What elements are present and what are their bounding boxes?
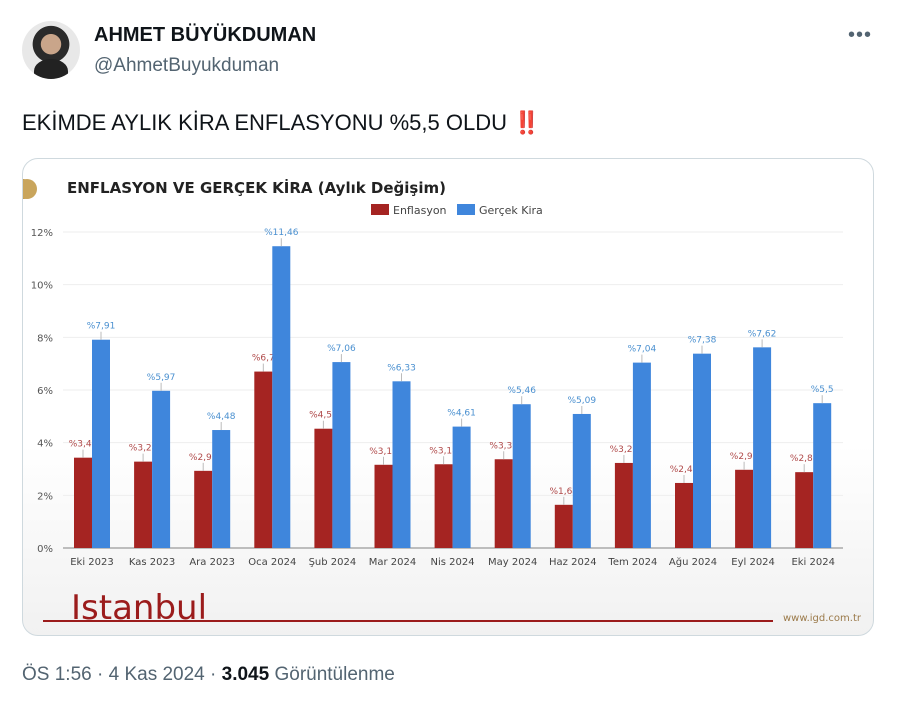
tweet-time[interactable]: ÖS 1:56 <box>22 664 92 685</box>
data-label: %2,88 <box>790 454 819 464</box>
data-label: %5,5 <box>811 385 834 395</box>
legend-label: Enflasyon <box>393 204 447 217</box>
data-label: %3,43 <box>69 440 98 450</box>
data-label: %4,61 <box>447 409 476 419</box>
chart: ENFLASYON VE GERÇEK KİRA (Aylık Değişim)… <box>23 178 862 628</box>
x-tick-label: Eki 2024 <box>791 557 835 568</box>
data-label: %2,97 <box>730 452 759 462</box>
x-tick-label: Kas 2023 <box>129 557 175 568</box>
bar-gercek-kira <box>572 413 591 548</box>
data-label: %7,04 <box>628 345 657 355</box>
data-label: %4,48 <box>207 412 236 422</box>
bar-gercek-kira <box>632 362 651 548</box>
data-label: %5,09 <box>568 396 597 406</box>
data-label: %3,23 <box>610 445 639 455</box>
author-handle[interactable]: @AhmetBuyukduman <box>94 55 280 76</box>
bar-enflasyon <box>494 459 513 548</box>
x-tick-label: Haz 2024 <box>549 557 597 568</box>
bar-gercek-kira <box>272 246 291 548</box>
y-tick-label: 10% <box>31 281 53 292</box>
data-label: %1,64 <box>550 487 579 497</box>
bar-gercek-kira <box>753 347 772 548</box>
x-tick-label: Ağu 2024 <box>669 556 717 568</box>
bar-gercek-kira <box>392 381 411 548</box>
chart-title: ENFLASYON VE GERÇEK KİRA (Aylık Değişim) <box>67 178 446 197</box>
bar-enflasyon <box>554 504 573 548</box>
bar-gercek-kira <box>212 430 231 548</box>
bar-enflasyon <box>134 461 153 548</box>
bar-enflasyon <box>434 464 453 548</box>
bar-gercek-kira <box>152 390 171 548</box>
views-label: Görüntülenme <box>274 664 395 685</box>
data-label: %2,47 <box>670 465 699 475</box>
data-label: %7,62 <box>748 329 777 339</box>
double-exclamation-icon: ‼️ <box>513 110 541 135</box>
x-tick-label: Eki 2023 <box>70 557 114 568</box>
tweet-date[interactable]: 4 Kas 2024 <box>108 664 205 685</box>
data-label: %7,06 <box>327 344 356 354</box>
y-tick-label: 12% <box>31 228 53 239</box>
data-label: %3,37 <box>489 441 518 451</box>
website-link: www.igd.com.tr <box>783 613 862 624</box>
x-tick-label: Oca 2024 <box>248 557 296 568</box>
legend-swatch <box>457 204 475 215</box>
y-tick-label: 4% <box>37 439 53 450</box>
bar-enflasyon <box>74 457 92 548</box>
bar-enflasyon <box>314 428 333 548</box>
bar-enflasyon <box>675 482 693 548</box>
data-label: %5,97 <box>147 373 176 383</box>
bar-gercek-kira <box>813 403 832 548</box>
bar-enflasyon <box>735 469 754 548</box>
data-label: %6,7 <box>252 354 275 364</box>
x-tick-label: Nis 2024 <box>431 557 475 568</box>
bar-enflasyon <box>614 462 633 548</box>
data-label: %3,28 <box>129 444 158 454</box>
avatar[interactable] <box>22 21 80 79</box>
data-label: %7,38 <box>688 336 717 346</box>
bar-enflasyon <box>374 464 393 548</box>
bar-enflasyon <box>194 470 213 548</box>
y-tick-label: 8% <box>37 333 53 344</box>
tweet-text: EKİMDE AYLIK KİRA ENFLASYONU %5,5 OLDU ‼… <box>22 110 541 136</box>
x-tick-label: May 2024 <box>488 557 537 568</box>
x-tick-label: Eyl 2024 <box>731 557 775 568</box>
y-tick-label: 6% <box>37 386 53 397</box>
data-label: %6,33 <box>387 363 416 373</box>
y-tick-label: 2% <box>37 491 53 502</box>
x-tick-label: Mar 2024 <box>369 557 417 568</box>
more-horizontal-icon[interactable]: ••• <box>848 24 873 46</box>
data-label: %2,93 <box>189 453 218 463</box>
data-label: %5,46 <box>507 386 536 396</box>
bar-gercek-kira <box>92 339 110 548</box>
bar-gercek-kira <box>332 362 351 548</box>
bar-gercek-kira <box>693 353 711 548</box>
bar-enflasyon <box>254 371 273 548</box>
data-label: %3,18 <box>429 446 458 456</box>
data-label: %3,16 <box>369 447 398 457</box>
chart-image[interactable]: ENFLASYON VE GERÇEK KİRA (Aylık Değişim)… <box>22 158 874 636</box>
gold-marker-icon <box>23 179 37 199</box>
data-label: %11,46 <box>264 228 299 238</box>
bar-enflasyon <box>795 472 814 548</box>
views-count: 3.045 <box>221 664 270 685</box>
author-name[interactable]: AHMET BÜYÜKDUMAN <box>94 24 317 46</box>
legend-label: Gerçek Kira <box>479 204 543 217</box>
bar-gercek-kira <box>512 404 531 548</box>
x-tick-label: Şub 2024 <box>309 557 357 568</box>
data-label: %7,91 <box>87 322 116 332</box>
tweet-meta: ÖS 1:56 · 4 Kas 2024 · 3.045 Görüntülenm… <box>22 664 395 685</box>
bar-gercek-kira <box>452 426 471 548</box>
y-tick-label: 0% <box>37 544 53 555</box>
x-tick-label: Ara 2023 <box>189 557 235 568</box>
tweet-text-body: EKİMDE AYLIK KİRA ENFLASYONU %5,5 OLDU <box>22 110 507 135</box>
x-tick-label: Tem 2024 <box>607 557 657 568</box>
legend-swatch <box>371 204 389 215</box>
data-label: %4,53 <box>309 411 338 421</box>
